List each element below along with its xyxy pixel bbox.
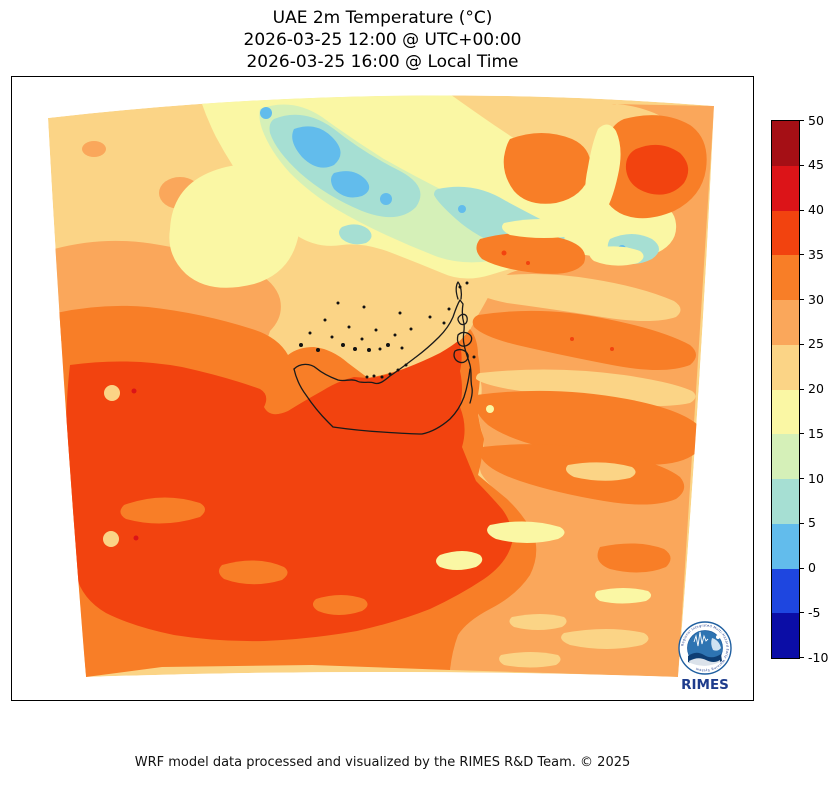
fill-cold-0-5 bbox=[458, 205, 466, 213]
fill-streak-orange bbox=[597, 543, 671, 573]
fill-blob bbox=[120, 497, 205, 524]
colorbar-segment bbox=[772, 300, 799, 345]
fill-streak-orange bbox=[474, 390, 703, 465]
colorbar-tick-mark bbox=[800, 522, 804, 524]
fill-fleck-red bbox=[610, 347, 614, 351]
logo-seismograph bbox=[693, 631, 709, 647]
fill-35-40-topright bbox=[625, 144, 689, 195]
colorbar-tick-mark bbox=[800, 657, 804, 658]
logo-wordmark: RIMES bbox=[681, 677, 729, 693]
fill-cold-0-5 bbox=[331, 171, 370, 198]
colorbar-tick-label: -10 bbox=[808, 649, 829, 665]
fill-streak-peach bbox=[509, 614, 567, 630]
colorbar-tick-mark bbox=[800, 164, 804, 166]
colorbar-segment bbox=[772, 255, 799, 300]
fill-cold-5-10 bbox=[339, 224, 372, 245]
colorbar-tick-label: 45 bbox=[808, 157, 824, 173]
fill-fleck-red bbox=[570, 337, 574, 341]
enclave-boundary bbox=[456, 331, 473, 347]
fill-streak-pale bbox=[486, 405, 494, 413]
fill-streak-peach bbox=[469, 274, 681, 321]
fill-streak-peach bbox=[561, 629, 649, 649]
colorbar-tick-mark bbox=[800, 120, 804, 121]
uae-border bbox=[293, 368, 471, 435]
colorbar-tick-label: 30 bbox=[808, 291, 824, 307]
fill-blob bbox=[104, 385, 120, 401]
uae-boundary-lines bbox=[293, 281, 473, 435]
logo-landmass bbox=[711, 638, 721, 651]
colorbar-segment bbox=[772, 210, 799, 256]
colorbar-tick-mark bbox=[800, 209, 804, 211]
title-variable: UAE 2m Temperature (°C) bbox=[272, 8, 493, 28]
fill-blob bbox=[103, 531, 119, 547]
colorbar-tick-mark bbox=[800, 343, 804, 345]
fill-35-40-desert bbox=[65, 341, 513, 642]
colorbar-tick-label: 20 bbox=[808, 381, 824, 396]
fill-dot-40-45 bbox=[131, 388, 137, 394]
figure-title: UAE 2m Temperature (°C) 2026-03-25 12:00… bbox=[11, 7, 754, 73]
colorbar-segment bbox=[772, 389, 799, 435]
logo-wave-light bbox=[689, 658, 720, 667]
colorbar-segment bbox=[772, 344, 799, 390]
island-dots bbox=[299, 281, 476, 379]
fill-cold-0-5 bbox=[260, 107, 272, 119]
fill-streak-pale bbox=[595, 588, 652, 604]
fill-streak-orange bbox=[472, 310, 696, 370]
fill-cold-0-5 bbox=[292, 126, 341, 168]
colorbar-tick-mark bbox=[800, 299, 804, 300]
colorbar-tick-mark bbox=[800, 567, 804, 569]
rimes-logo: Regional Integrated Multi-Hazard Early W… bbox=[674, 604, 736, 694]
fill-blob bbox=[312, 595, 368, 615]
colorbar-tick-label: 40 bbox=[808, 202, 824, 217]
fill-streak-orange bbox=[476, 233, 586, 274]
colorbar-segment bbox=[772, 121, 799, 166]
colorbar-tick-label: 0 bbox=[808, 560, 816, 575]
enclave-boundary bbox=[453, 348, 469, 364]
title-local-time: 2026-03-25 16:00 @ Local Time bbox=[246, 52, 519, 72]
colorbar-tick-label: -5 bbox=[808, 604, 821, 620]
fill-streak-pale bbox=[585, 124, 621, 221]
colorbar-segment bbox=[772, 165, 799, 211]
fill-blob bbox=[82, 141, 106, 157]
fill-streak-pale bbox=[502, 219, 583, 238]
colorbar-segment bbox=[772, 479, 799, 524]
title-utc-time: 2026-03-25 12:00 @ UTC+00:00 bbox=[243, 30, 522, 50]
colorbar-segment bbox=[772, 613, 799, 658]
colorbar-gradient bbox=[771, 120, 800, 659]
colorbar-segment bbox=[772, 523, 799, 569]
peninsula-inlet bbox=[455, 281, 463, 300]
colorbar-tick-label: 50 bbox=[808, 112, 824, 128]
temperature-map-canvas bbox=[48, 95, 714, 677]
fill-streak-pale bbox=[436, 551, 483, 570]
colorbar-tick-label: 15 bbox=[808, 425, 824, 441]
footer-credit: WRF model data processed and visualized … bbox=[134, 755, 631, 770]
colorbar-tick-mark bbox=[800, 612, 804, 614]
colorbar-tick-mark bbox=[800, 433, 804, 435]
colorbar-tick-mark bbox=[800, 478, 804, 479]
fill-streak-peach bbox=[499, 652, 561, 668]
colorbar: 50 45 40 35 30 25 20 15 10 5 0 -5 -10 bbox=[771, 113, 840, 665]
colorbar-tick-mark bbox=[800, 254, 804, 256]
colorbar-tick-label: 10 bbox=[808, 470, 824, 486]
colorbar-segment bbox=[772, 434, 799, 479]
fill-streak-pale bbox=[589, 246, 644, 266]
map-axes-frame bbox=[11, 76, 754, 701]
colorbar-tick-label: 35 bbox=[808, 246, 824, 262]
enclave-boundary bbox=[457, 313, 468, 326]
fill-fleck-red bbox=[501, 250, 507, 256]
fill-dot-40-45 bbox=[133, 535, 139, 541]
fill-blob bbox=[218, 560, 288, 585]
colorbar-segment bbox=[772, 568, 799, 614]
fill-cold-0-5 bbox=[380, 193, 392, 205]
fill-fleck-red bbox=[526, 261, 530, 265]
fill-streak-pale bbox=[487, 521, 565, 543]
logo-satellite-icon bbox=[716, 635, 720, 639]
colorbar-tick-label: 25 bbox=[808, 336, 824, 352]
colorbar-tick-mark bbox=[800, 388, 804, 390]
fill-streak-peach bbox=[476, 369, 696, 406]
wrf-domain bbox=[48, 95, 714, 677]
fill-30-35-topright bbox=[503, 133, 591, 204]
colorbar-tick-label: 5 bbox=[808, 515, 816, 531]
fill-streak-peach bbox=[566, 462, 636, 481]
